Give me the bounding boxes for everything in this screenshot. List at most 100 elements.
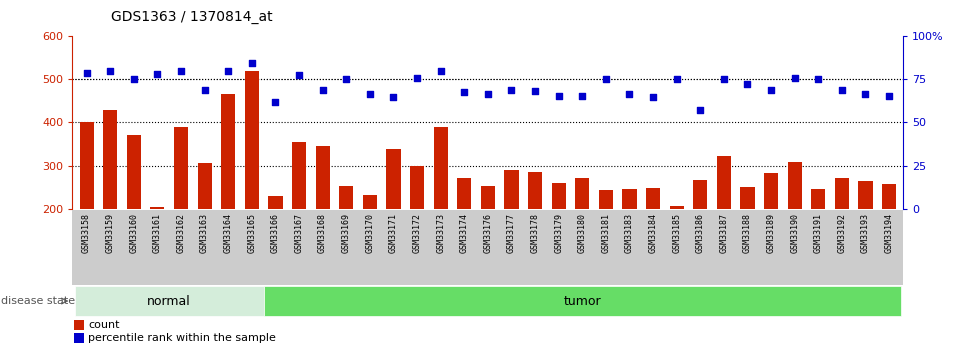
Text: count: count [88,320,120,330]
Point [315,87,330,93]
Point [503,87,519,93]
Bar [646,188,660,209]
Point [645,95,661,100]
Point [527,89,543,94]
Text: GSM33184: GSM33184 [648,213,658,253]
Text: GSM33186: GSM33186 [696,213,705,253]
Point [433,68,448,73]
Bar [740,187,754,209]
Point [740,81,755,86]
Text: GSM33179: GSM33179 [554,213,563,253]
Bar [221,95,236,209]
Point [575,93,590,98]
Bar [457,178,471,209]
Text: tumor: tumor [563,295,601,307]
Text: GSM33160: GSM33160 [129,213,138,253]
Bar [79,122,94,209]
Bar [669,206,684,209]
Text: GSM33163: GSM33163 [200,213,209,253]
Point [810,77,826,82]
Bar [74,333,84,343]
Point [385,94,401,99]
Text: GSM33173: GSM33173 [436,213,445,253]
Text: GSM33172: GSM33172 [412,213,421,253]
Bar [504,170,519,209]
Bar [811,189,825,209]
Text: GSM33171: GSM33171 [389,213,398,253]
Bar [174,127,188,209]
Text: GSM33168: GSM33168 [318,213,327,253]
Text: GSM33178: GSM33178 [530,213,540,253]
Point [598,77,613,82]
Point [834,87,849,93]
Text: percentile rank within the sample: percentile rank within the sample [88,333,275,343]
Point [292,72,307,78]
Point [197,87,213,93]
Bar [386,149,401,209]
Text: GSM33165: GSM33165 [247,213,256,253]
Point [787,76,803,81]
Point [716,77,731,82]
Point [551,93,566,98]
Bar [103,109,117,209]
Point [858,91,873,96]
Point [127,77,142,82]
Text: GSM33164: GSM33164 [224,213,233,253]
Text: GSM33189: GSM33189 [767,213,776,253]
Text: GSM33185: GSM33185 [672,213,681,253]
Point [150,71,165,77]
Point [79,70,95,76]
Text: GSM33193: GSM33193 [861,213,870,253]
Point [881,93,896,98]
Bar [434,127,447,209]
Bar [264,286,901,316]
Text: GSM33183: GSM33183 [625,213,634,253]
Bar [764,173,779,209]
Point [668,77,684,82]
Point [102,68,118,73]
Bar [197,164,212,209]
Bar [882,184,896,209]
Point [220,68,236,73]
Point [480,92,496,97]
Text: GSM33167: GSM33167 [295,213,303,253]
Bar [835,178,849,209]
Bar [599,190,612,209]
Bar [481,186,495,209]
Bar [622,189,637,209]
Bar [74,320,84,330]
Text: GSM33169: GSM33169 [342,213,351,253]
Point [622,92,638,97]
Bar [552,183,566,209]
Point [173,68,188,73]
Point [457,89,472,95]
Bar [363,195,377,209]
Point [410,76,425,81]
Bar [127,135,141,209]
Point [338,77,354,82]
Text: GSM33162: GSM33162 [177,213,185,253]
Text: GSM33180: GSM33180 [578,213,586,253]
Bar [269,196,282,209]
Bar [859,181,872,209]
Bar [410,166,424,209]
Text: GSM33159: GSM33159 [105,213,115,253]
Bar [244,71,259,209]
Text: GSM33191: GSM33191 [813,213,823,253]
Text: GSM33158: GSM33158 [82,213,91,253]
Bar [151,207,164,209]
Text: normal: normal [148,295,191,307]
Text: GSM33192: GSM33192 [838,213,846,253]
Bar [316,146,329,209]
Text: GSM33190: GSM33190 [790,213,799,253]
Text: GSM33166: GSM33166 [270,213,280,253]
Text: GSM33181: GSM33181 [602,213,611,253]
Text: GSM33174: GSM33174 [460,213,469,253]
Text: GSM33188: GSM33188 [743,213,752,253]
Point [362,92,378,97]
Bar [575,178,589,209]
Bar [74,286,264,316]
Point [244,61,260,66]
Bar [717,156,731,209]
Point [763,87,779,93]
